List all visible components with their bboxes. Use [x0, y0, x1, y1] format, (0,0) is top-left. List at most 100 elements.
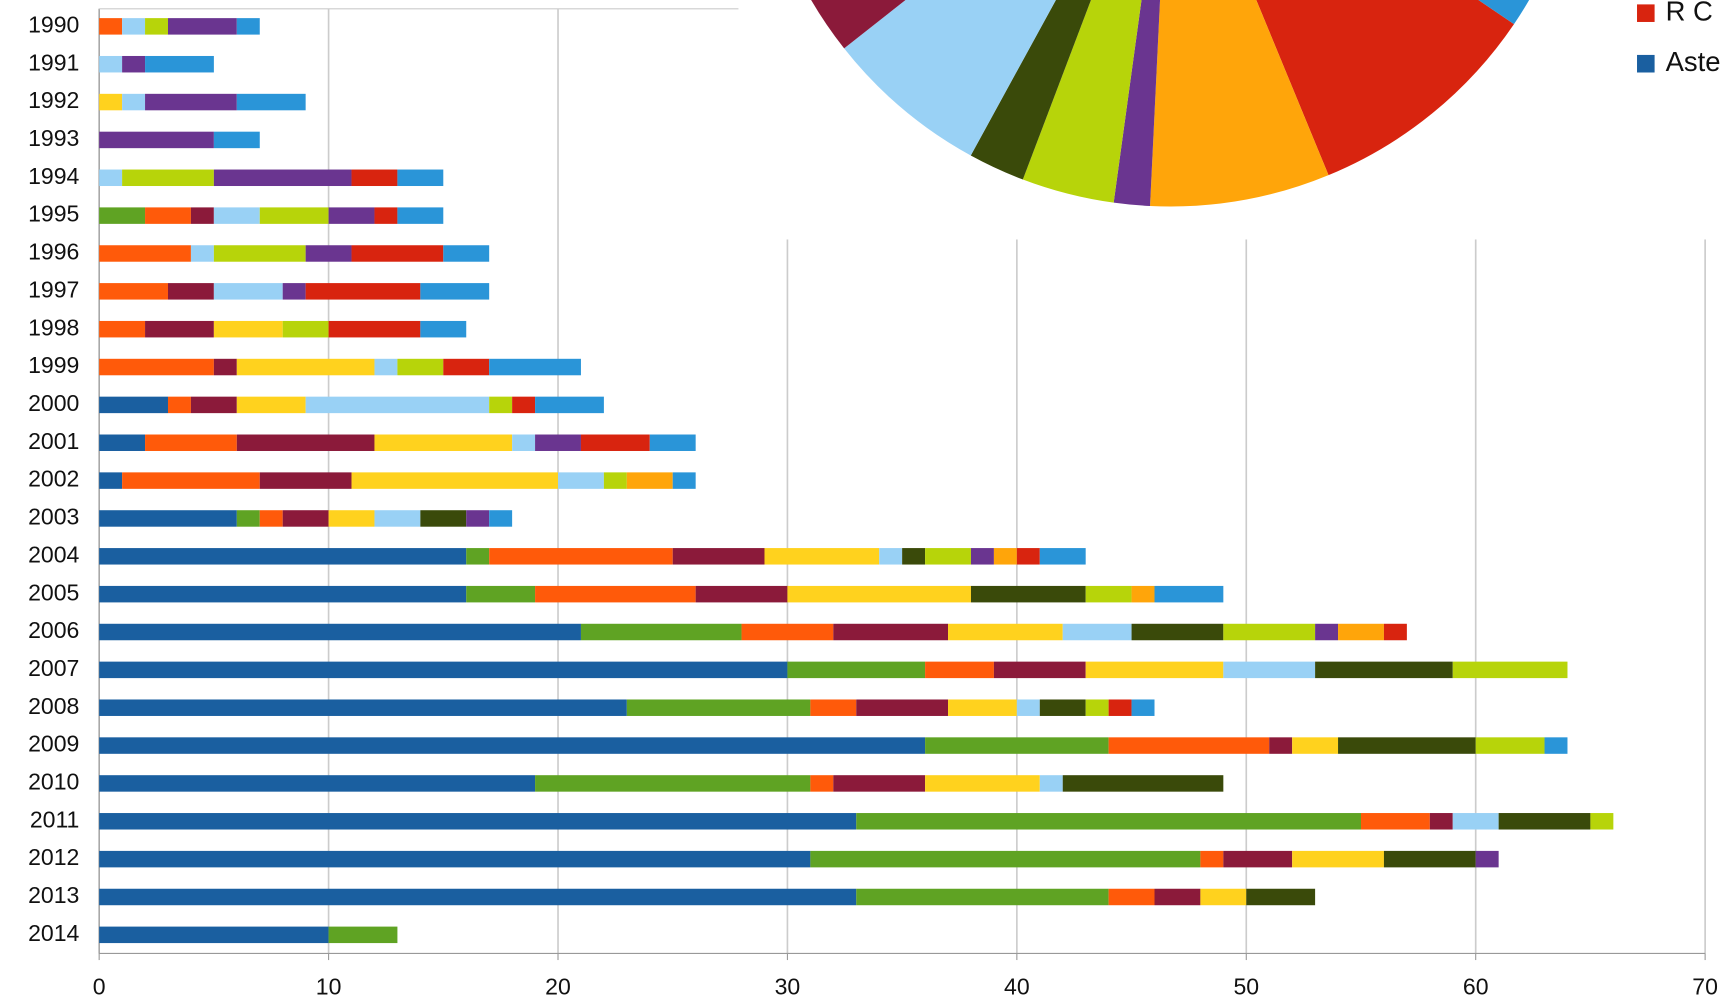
- bar-segment: [305, 396, 490, 414]
- bar-segment: [535, 396, 604, 414]
- bar-segment: [970, 585, 1086, 603]
- bar-segment: [145, 320, 214, 338]
- bar-segment: [833, 623, 949, 641]
- bar-segment: [305, 245, 352, 262]
- bar-segment: [397, 169, 444, 187]
- bar-segment: [1315, 661, 1453, 679]
- bar-segment: [328, 926, 398, 944]
- x-tick-label: 10: [316, 974, 342, 1000]
- pie-slice: [1113, 0, 1161, 207]
- bar-segment: [99, 850, 811, 868]
- bar-segment: [856, 699, 949, 716]
- bar-segment: [1223, 661, 1316, 679]
- y-tick-label: 2007: [28, 655, 79, 681]
- bar-segment: [1039, 699, 1086, 716]
- bar-segment: [512, 396, 536, 414]
- bar-segment: [1452, 813, 1499, 830]
- y-tick-label: 1998: [28, 314, 79, 340]
- bar-segment: [190, 245, 214, 262]
- bar-segment: [236, 18, 260, 35]
- bar-segment: [122, 93, 146, 111]
- y-tick-label: 1992: [28, 87, 79, 113]
- bar-segment: [99, 775, 536, 792]
- legend-label: Aste: [1666, 46, 1721, 77]
- bar-segment: [190, 396, 237, 414]
- bar-segment: [1039, 548, 1086, 565]
- x-tick-label: 70: [1692, 974, 1718, 1000]
- pie-slice: [1150, 0, 1329, 207]
- bar-segment: [993, 548, 1017, 565]
- pie-slice: [811, 0, 906, 49]
- pie-slice: [1022, 0, 1142, 203]
- bar-segment: [1108, 737, 1270, 754]
- bar-segment: [1085, 585, 1132, 603]
- bar-segment: [580, 623, 742, 641]
- bar-segment: [99, 472, 123, 489]
- bar-segment: [213, 358, 237, 376]
- bar-segment: [99, 737, 926, 754]
- bar-segment: [282, 510, 329, 527]
- x-tick-label: 20: [545, 974, 571, 1000]
- y-tick-label: 1993: [28, 125, 79, 151]
- bar-segment: [99, 283, 168, 300]
- bar-segment: [1200, 888, 1247, 906]
- bar-segment: [99, 434, 146, 451]
- bar-segment: [856, 888, 1109, 906]
- x-tick-label: 0: [93, 974, 106, 1000]
- bar-segment: [1223, 850, 1293, 868]
- bar-segment: [213, 245, 306, 262]
- y-tick-label: 2011: [30, 806, 80, 832]
- bar-segment: [672, 548, 765, 565]
- legend-swatch: [1637, 4, 1655, 22]
- y-tick-label: 1995: [28, 201, 79, 227]
- bar-segment: [948, 699, 1017, 716]
- bar-segment: [833, 775, 926, 792]
- bar-segment: [993, 661, 1086, 679]
- bar-segment: [810, 775, 834, 792]
- bar-segment: [328, 510, 375, 527]
- bar-segment: [1544, 737, 1568, 754]
- bar-segment: [1131, 585, 1155, 603]
- bar-segment: [489, 510, 513, 527]
- bar-segment: [328, 320, 421, 338]
- pie-slice: [970, 0, 1091, 180]
- pie-slice: [1256, 0, 1515, 176]
- bar-segment: [741, 623, 834, 641]
- y-tick-label: 2006: [28, 617, 79, 643]
- bar-segment: [1475, 850, 1499, 868]
- bar-segment: [145, 93, 237, 111]
- bar-segment: [99, 888, 857, 906]
- bar-segment: [764, 548, 880, 565]
- bar-segment: [1154, 888, 1201, 906]
- bar-segment: [695, 585, 788, 603]
- bar-segment: [925, 775, 1040, 792]
- bar-segment: [213, 131, 260, 149]
- bar-segment: [626, 472, 673, 489]
- bar-segment: [1269, 737, 1293, 754]
- y-tick-label: 2001: [28, 428, 79, 454]
- bar-segment: [374, 207, 398, 224]
- bar-segment: [466, 548, 490, 565]
- bar-segment: [236, 396, 306, 414]
- bar-segment: [1315, 623, 1339, 641]
- pie: [811, 0, 1530, 207]
- bar-segment: [99, 169, 123, 187]
- bar-segment: [99, 18, 123, 35]
- bar-segment: [925, 548, 971, 565]
- y-tick-label: 2010: [28, 769, 79, 795]
- bar-segment: [925, 661, 994, 679]
- legend-swatch: [1637, 54, 1655, 73]
- bar-segment: [443, 358, 490, 376]
- y-tick-label: 1997: [28, 276, 79, 302]
- bar-segment: [1062, 775, 1224, 792]
- x-tick-label: 40: [1004, 974, 1030, 1000]
- y-tick-label: 1999: [28, 352, 79, 378]
- bar-segment: [1498, 813, 1591, 830]
- bar-segment: [397, 207, 444, 224]
- y-tick-label: 1990: [28, 11, 79, 37]
- y-tick-label: 2000: [28, 390, 79, 416]
- y-tick-label: 2013: [28, 882, 79, 908]
- y-tick-label: 2003: [28, 504, 79, 530]
- bar-segment: [580, 434, 650, 451]
